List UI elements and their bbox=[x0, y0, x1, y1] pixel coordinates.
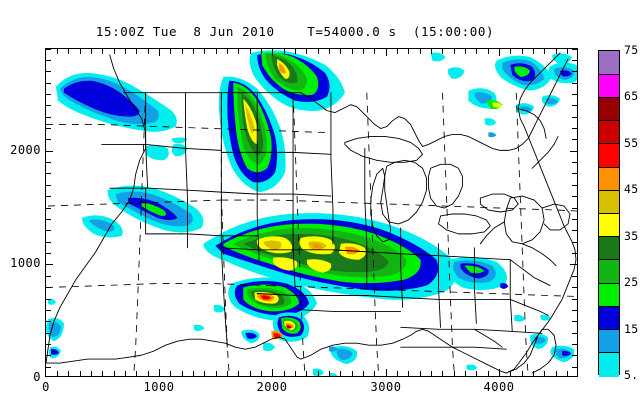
state-boundaries bbox=[46, 52, 577, 374]
colorbar-band-divider bbox=[599, 213, 619, 214]
colorbar-band bbox=[599, 74, 619, 99]
y-tick-label: 0 bbox=[33, 370, 41, 384]
colorbar-band-divider bbox=[599, 73, 619, 75]
northern-plains-upper-midwest-band bbox=[81, 50, 345, 238]
y-tick-label: 1000 bbox=[10, 256, 41, 270]
pacific-northwest-precip bbox=[55, 72, 188, 144]
colorbar-band bbox=[599, 167, 619, 191]
colorbar-tick-label: 35. bbox=[624, 228, 640, 243]
colorbar-band-divider bbox=[599, 352, 619, 354]
plot-frame bbox=[45, 48, 578, 377]
colorbar-band bbox=[599, 51, 619, 75]
colorbar-band-divider bbox=[599, 236, 619, 238]
colorbar-tick-label: 75. bbox=[624, 43, 640, 57]
scattered-cells-central bbox=[193, 304, 276, 352]
precipitation-field bbox=[46, 50, 577, 376]
y-tick-label: 2000 bbox=[10, 143, 41, 157]
colorbar-band bbox=[599, 259, 619, 284]
iowa-missouri-illinois-complex bbox=[203, 213, 507, 300]
south-texas-convection bbox=[271, 312, 310, 342]
x-tick-label: 3000 bbox=[370, 380, 402, 394]
colorbar-band-divider bbox=[599, 305, 619, 307]
x-tick-label: 4000 bbox=[483, 380, 515, 394]
northeast-new-england-precip bbox=[430, 52, 577, 138]
colorbar-band-divider bbox=[599, 96, 619, 98]
radar-map-canvas bbox=[46, 50, 577, 376]
colorbar-band bbox=[599, 213, 619, 238]
colorbar-band-divider bbox=[599, 189, 619, 191]
colorbar-band bbox=[599, 352, 619, 377]
colorbar-band bbox=[599, 283, 619, 307]
southeast-florida-coastal-cells bbox=[466, 282, 575, 371]
x-tick-label: 2000 bbox=[256, 380, 288, 394]
colorbar-tick-label: 25. bbox=[624, 275, 640, 290]
gulf-of-mexico-shower bbox=[312, 345, 358, 376]
colorbar-tick-label: 45. bbox=[624, 182, 640, 197]
colorbar-tick-label: 65. bbox=[624, 89, 640, 104]
colorbar-tick-label: 5. bbox=[624, 368, 639, 382]
colorbar-tick-label: 15. bbox=[624, 321, 640, 336]
colorbar-band-divider bbox=[599, 329, 619, 331]
colorbar-band-divider bbox=[599, 282, 619, 284]
colorbar-band-divider bbox=[599, 120, 619, 122]
colorbar-band bbox=[599, 306, 619, 331]
colorbar-band bbox=[599, 120, 619, 145]
colorbar-band bbox=[599, 97, 619, 122]
chart-title: 15:00Z Tue 8 Jun 2010 T=54000.0 s (15:00… bbox=[95, 24, 495, 39]
colorbar-band-divider bbox=[599, 166, 619, 168]
california-coast-cell bbox=[46, 298, 64, 359]
colorbar-band bbox=[599, 236, 619, 261]
colorbar-band bbox=[599, 190, 619, 215]
x-tick-label: 1000 bbox=[143, 380, 175, 394]
reference-lines bbox=[46, 92, 577, 376]
x-tick-label: 0 bbox=[42, 380, 50, 394]
colorbar bbox=[598, 50, 620, 377]
missouri-ozarks-core bbox=[228, 277, 317, 322]
colorbar-band-divider bbox=[599, 143, 619, 145]
colorbar-band bbox=[599, 143, 619, 168]
colorbar-band-divider bbox=[599, 259, 619, 261]
colorbar-band bbox=[599, 329, 619, 354]
colorbar-tick-label: 55. bbox=[624, 135, 640, 150]
